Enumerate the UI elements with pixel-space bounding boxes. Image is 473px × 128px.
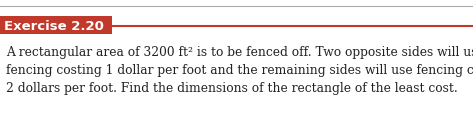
Text: 2 dollars per foot. Find the dimensions of the rectangle of the least cost.: 2 dollars per foot. Find the dimensions … (6, 82, 458, 95)
Text: Exercise 2.20: Exercise 2.20 (4, 19, 104, 33)
Text: A rectangular area of 3200 ft² is to be fenced off. Two opposite sides will use: A rectangular area of 3200 ft² is to be … (6, 46, 473, 59)
Text: fencing costing 1 dollar per foot and the remaining sides will use fencing costi: fencing costing 1 dollar per foot and th… (6, 64, 473, 77)
FancyBboxPatch shape (0, 16, 112, 34)
